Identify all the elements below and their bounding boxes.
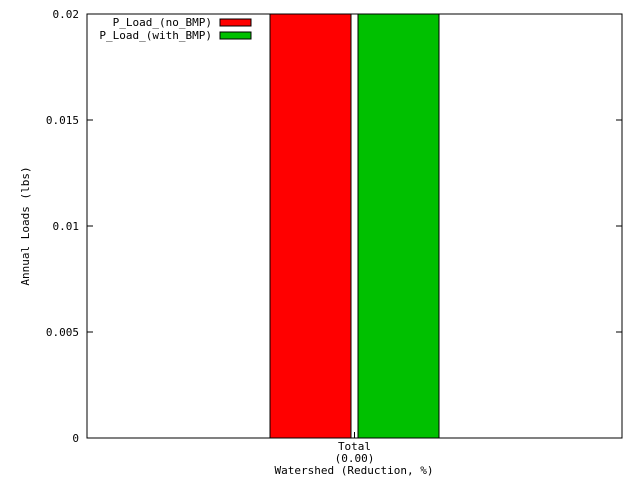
bars-layer bbox=[269, 13, 440, 439]
y-tick-label: 0.01 bbox=[53, 220, 80, 233]
legend-swatch bbox=[219, 31, 252, 40]
y-tick-label: 0.015 bbox=[46, 114, 79, 127]
x-ticks: Total(0.00) bbox=[335, 432, 375, 465]
bar-p-load-no-bmp--total bbox=[269, 13, 352, 439]
legend-swatch bbox=[219, 18, 252, 27]
bar-p-load-with-bmp--total bbox=[357, 13, 440, 439]
y-axis-label: Annual Loads (lbs) bbox=[19, 166, 32, 285]
plot-frame bbox=[86, 13, 623, 439]
y-tick-label: 0.005 bbox=[46, 326, 79, 339]
legend-label: P_Load_(with_BMP) bbox=[99, 29, 212, 42]
x-tick-sublabel: (0.00) bbox=[335, 452, 375, 465]
x-tick-label: Total bbox=[338, 440, 371, 453]
y-ticks: 0 0.005 0.01 0.015 0.02 bbox=[46, 8, 622, 445]
legend: P_Load_(no_BMP)P_Load_(with_BMP) bbox=[99, 16, 252, 42]
y-tick-label: 0.02 bbox=[53, 8, 80, 21]
x-axis-label: Watershed (Reduction, %) bbox=[275, 464, 434, 477]
legend-label: P_Load_(no_BMP) bbox=[113, 16, 212, 29]
y-tick-label: 0 bbox=[72, 432, 79, 445]
